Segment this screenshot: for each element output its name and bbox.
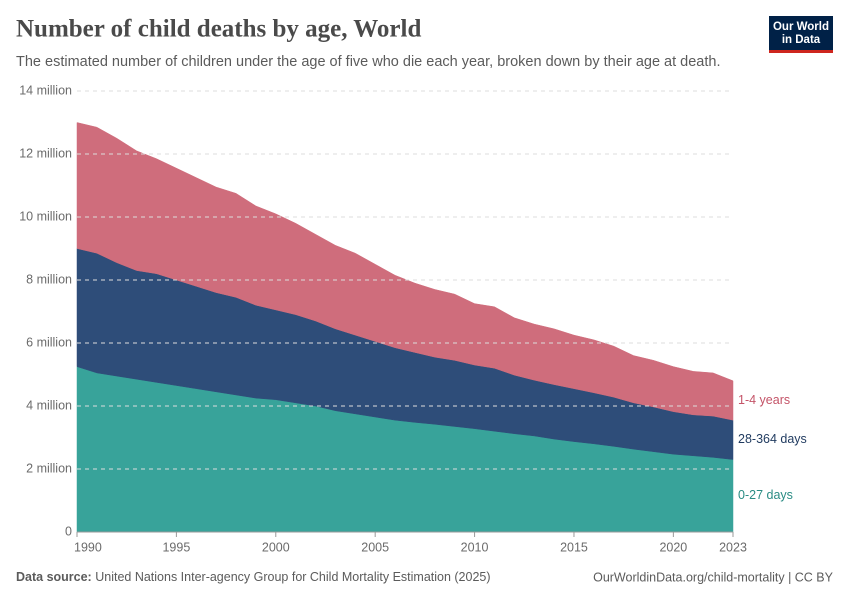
x-tick-label: 2005 [361,540,389,554]
chart-title: Number of child deaths by age, World [16,16,421,43]
logo-text: in Data [782,34,821,46]
series-label: 28-364 days [738,432,807,446]
x-tick-label: 2023 [719,540,747,554]
y-tick-label: 6 million [26,335,72,349]
source-text: United Nations Inter-agency Group for Ch… [95,570,490,584]
source: Data source: United Nations Inter-agency… [16,570,491,584]
url[interactable]: OurWorldinData.org/child-mortality | CC … [593,570,834,584]
x-tick-label: 2015 [560,540,588,554]
x-tick-label: 2020 [659,540,687,554]
y-tick-label: 10 million [19,209,72,223]
logo-underline [769,50,833,53]
y-tick-label: 12 million [19,146,72,160]
source-label: Data source: [16,570,92,584]
x-tick-label: 2000 [262,540,290,554]
y-tick-label: 14 million [19,83,72,97]
y-tick-label: 0 [65,524,72,538]
series-label: 1-4 years [738,393,790,407]
x-tick-label: 2010 [461,540,489,554]
logo-text: Our World [773,21,829,33]
area [76,122,734,421]
logo[interactable]: Our World in Data [769,16,833,53]
series-label: 0-27 days [738,488,793,502]
y-tick-label: 4 million [26,398,72,412]
x-tick-label: 1990 [74,540,102,554]
y-tick-label: 8 million [26,272,72,286]
logo-box [769,16,833,50]
y-tick-label: 2 million [26,461,72,475]
x-tick-label: 1995 [162,540,190,554]
chart-subtitle: The estimated number of children under t… [16,54,721,70]
